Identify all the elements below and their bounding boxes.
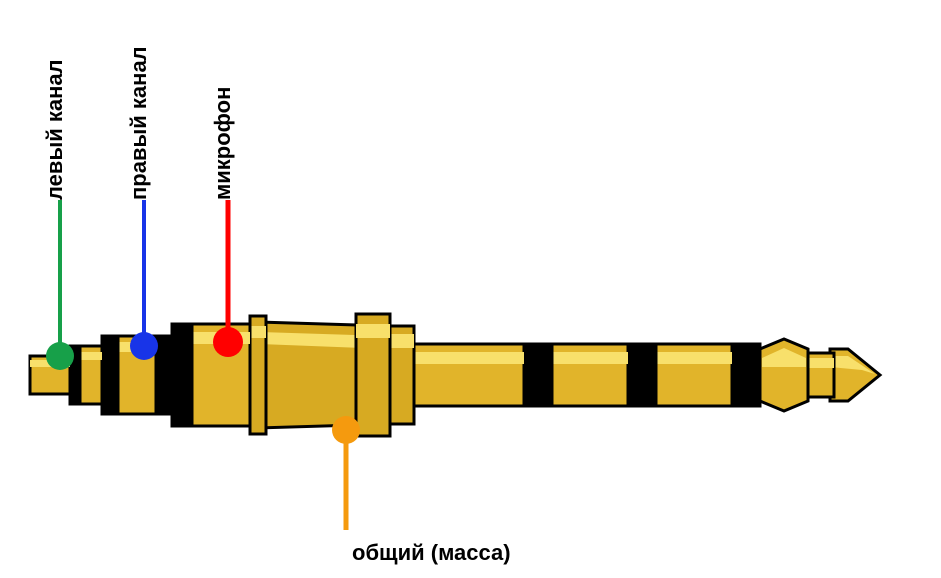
indicator-dot-gnd bbox=[332, 416, 360, 444]
indicator-dot-right bbox=[130, 332, 158, 360]
label-right-channel: правый канал bbox=[126, 10, 152, 200]
label-left-channel: левый канал bbox=[42, 10, 68, 200]
body-ridge bbox=[356, 314, 390, 436]
tip-section bbox=[760, 339, 880, 411]
ring-2 bbox=[552, 344, 628, 406]
collar bbox=[390, 326, 414, 424]
diagram-container: левый канал правый канал микрофон общий … bbox=[0, 0, 941, 578]
label-ground: общий (масса) bbox=[352, 540, 511, 566]
jack-plug bbox=[30, 314, 880, 436]
insulator-3 bbox=[732, 344, 760, 406]
insulator-1 bbox=[524, 344, 552, 406]
label-mic: микрофон bbox=[210, 10, 236, 200]
grip-collar bbox=[250, 316, 266, 434]
indicator-dot-left bbox=[46, 342, 74, 370]
sleeve-ring bbox=[412, 344, 524, 406]
indicator-dot-mic bbox=[213, 327, 243, 357]
ring-3 bbox=[656, 344, 732, 406]
insulator-2 bbox=[628, 344, 656, 406]
